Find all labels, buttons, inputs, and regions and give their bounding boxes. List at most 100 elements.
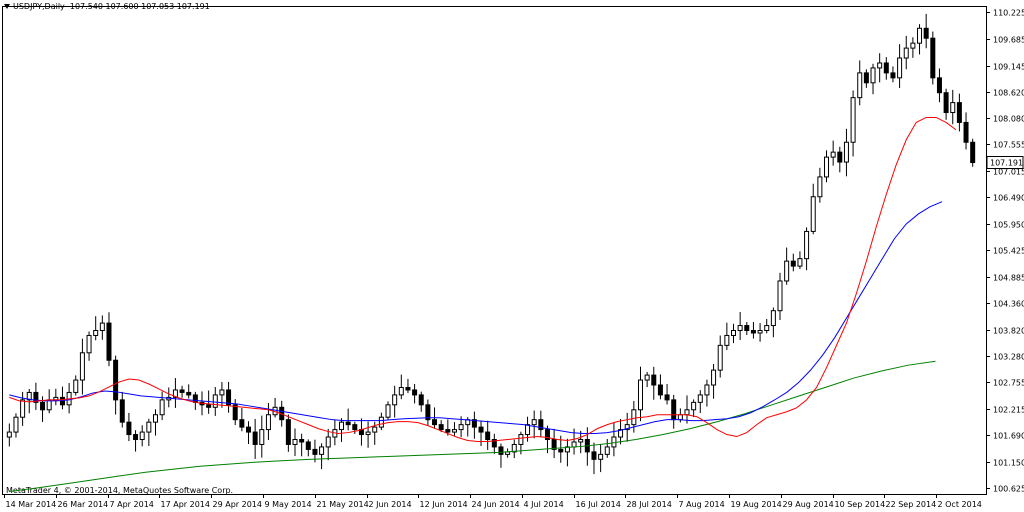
candle-body <box>883 62 889 74</box>
candle-body <box>106 322 112 361</box>
candle-body <box>657 384 663 396</box>
x-tick-label: 26 Mar 2014 <box>58 500 109 509</box>
y-tick-label: 102.755 <box>993 379 1024 388</box>
candle-body <box>152 414 158 423</box>
y-tick-label: 107.555 <box>993 141 1024 150</box>
candle-body <box>784 260 790 282</box>
ma-slow-line <box>9 360 936 493</box>
candle-body <box>956 102 962 123</box>
candle-body <box>40 401 46 411</box>
y-tick-label: 105.950 <box>993 221 1024 230</box>
candle-body <box>598 453 604 460</box>
x-tick-label: 4 Jul 2014 <box>524 500 564 509</box>
y-tick-label: 102.215 <box>993 406 1024 415</box>
candle-body <box>897 57 903 79</box>
x-tick-label: 29 Aug 2014 <box>783 500 834 509</box>
candle-body <box>212 394 218 408</box>
candle-body <box>531 419 537 426</box>
candle-body <box>950 102 956 114</box>
x-tick-label: 7 Aug 2014 <box>679 500 725 509</box>
candle-body <box>970 141 976 164</box>
candle-body <box>890 72 896 79</box>
candle-body <box>285 419 291 445</box>
candle-body <box>365 431 371 436</box>
ma-mid-line <box>9 201 943 435</box>
candle-body <box>697 394 703 403</box>
candle-body <box>33 391 39 403</box>
candle-body <box>850 97 856 143</box>
ma-fast-line <box>9 116 957 442</box>
candle-body <box>717 344 723 371</box>
candle-body <box>325 436 331 448</box>
candle-body <box>133 434 139 441</box>
candle-body <box>544 429 550 441</box>
y-tick-label: 108.080 <box>993 115 1024 124</box>
candle-body <box>664 394 670 401</box>
candle-body <box>432 419 438 426</box>
candle-body <box>930 37 936 79</box>
candle-body <box>192 394 198 403</box>
candle-body <box>631 409 637 426</box>
y-tick-label: 103.280 <box>993 353 1024 362</box>
candle-body <box>857 72 863 99</box>
candle-body <box>677 414 683 421</box>
y-tick-label: 101.150 <box>993 459 1024 468</box>
candle-body <box>551 439 557 450</box>
candle-body <box>412 389 418 396</box>
x-tick-label: 19 Aug 2014 <box>731 500 782 509</box>
candle-body <box>651 374 657 386</box>
candle-body <box>246 426 251 433</box>
x-tick-label: 7 Apr 2014 <box>110 500 154 509</box>
candle-body <box>611 436 617 448</box>
candle-body <box>863 72 869 84</box>
candle-body <box>731 330 736 336</box>
candle-body <box>618 429 624 438</box>
candle-body <box>564 446 570 453</box>
candle-body <box>312 448 318 455</box>
candle-body <box>159 399 165 416</box>
candle-body <box>963 121 969 143</box>
candle-body <box>903 47 909 59</box>
candle-body <box>259 429 265 445</box>
candle-body <box>511 443 517 453</box>
x-tick-label: 2 Jun 2014 <box>369 500 412 509</box>
candle-body <box>637 379 643 411</box>
y-tick-label: 104.360 <box>993 300 1024 309</box>
candle-body <box>26 391 32 401</box>
candle-body <box>917 27 923 44</box>
candle-body <box>305 441 311 450</box>
x-tick-label: 9 May 2014 <box>265 500 312 509</box>
x-tick-label: 16 Jul 2014 <box>576 500 621 509</box>
candle-body <box>339 421 345 431</box>
candle-body <box>385 404 391 418</box>
candle-body <box>737 325 743 332</box>
candle-body <box>804 230 810 260</box>
candle-body <box>843 141 849 163</box>
candle-body <box>139 431 145 441</box>
y-tick-label: 109.685 <box>993 36 1024 45</box>
x-tick-label: 14 Mar 2014 <box>6 500 57 509</box>
candle-body <box>232 404 238 421</box>
candle-body <box>824 156 830 178</box>
candle-body <box>93 330 99 336</box>
x-tick-label: 24 Jun 2014 <box>472 500 520 509</box>
candle-body <box>644 374 650 381</box>
x-tick-label: 21 May 2014 <box>317 500 369 509</box>
candle-body <box>319 446 325 455</box>
x-tick-label: 17 Apr 2014 <box>161 500 210 509</box>
candle-body <box>79 352 85 381</box>
x-tick-label: 12 Jun 2014 <box>420 500 468 509</box>
x-tick-label: 29 Apr 2014 <box>213 500 262 509</box>
candle-body <box>578 439 584 443</box>
x-tick-label: 28 Jul 2014 <box>627 500 672 509</box>
candle-body <box>292 439 298 445</box>
candle-body <box>59 396 65 406</box>
y-tick-label: 108.620 <box>993 89 1024 98</box>
current-price-box <box>986 156 1024 170</box>
candle-body <box>471 419 477 428</box>
candle-body <box>6 431 12 438</box>
candle-body <box>837 151 843 163</box>
candle-body <box>571 441 577 448</box>
candle-body <box>219 389 225 396</box>
